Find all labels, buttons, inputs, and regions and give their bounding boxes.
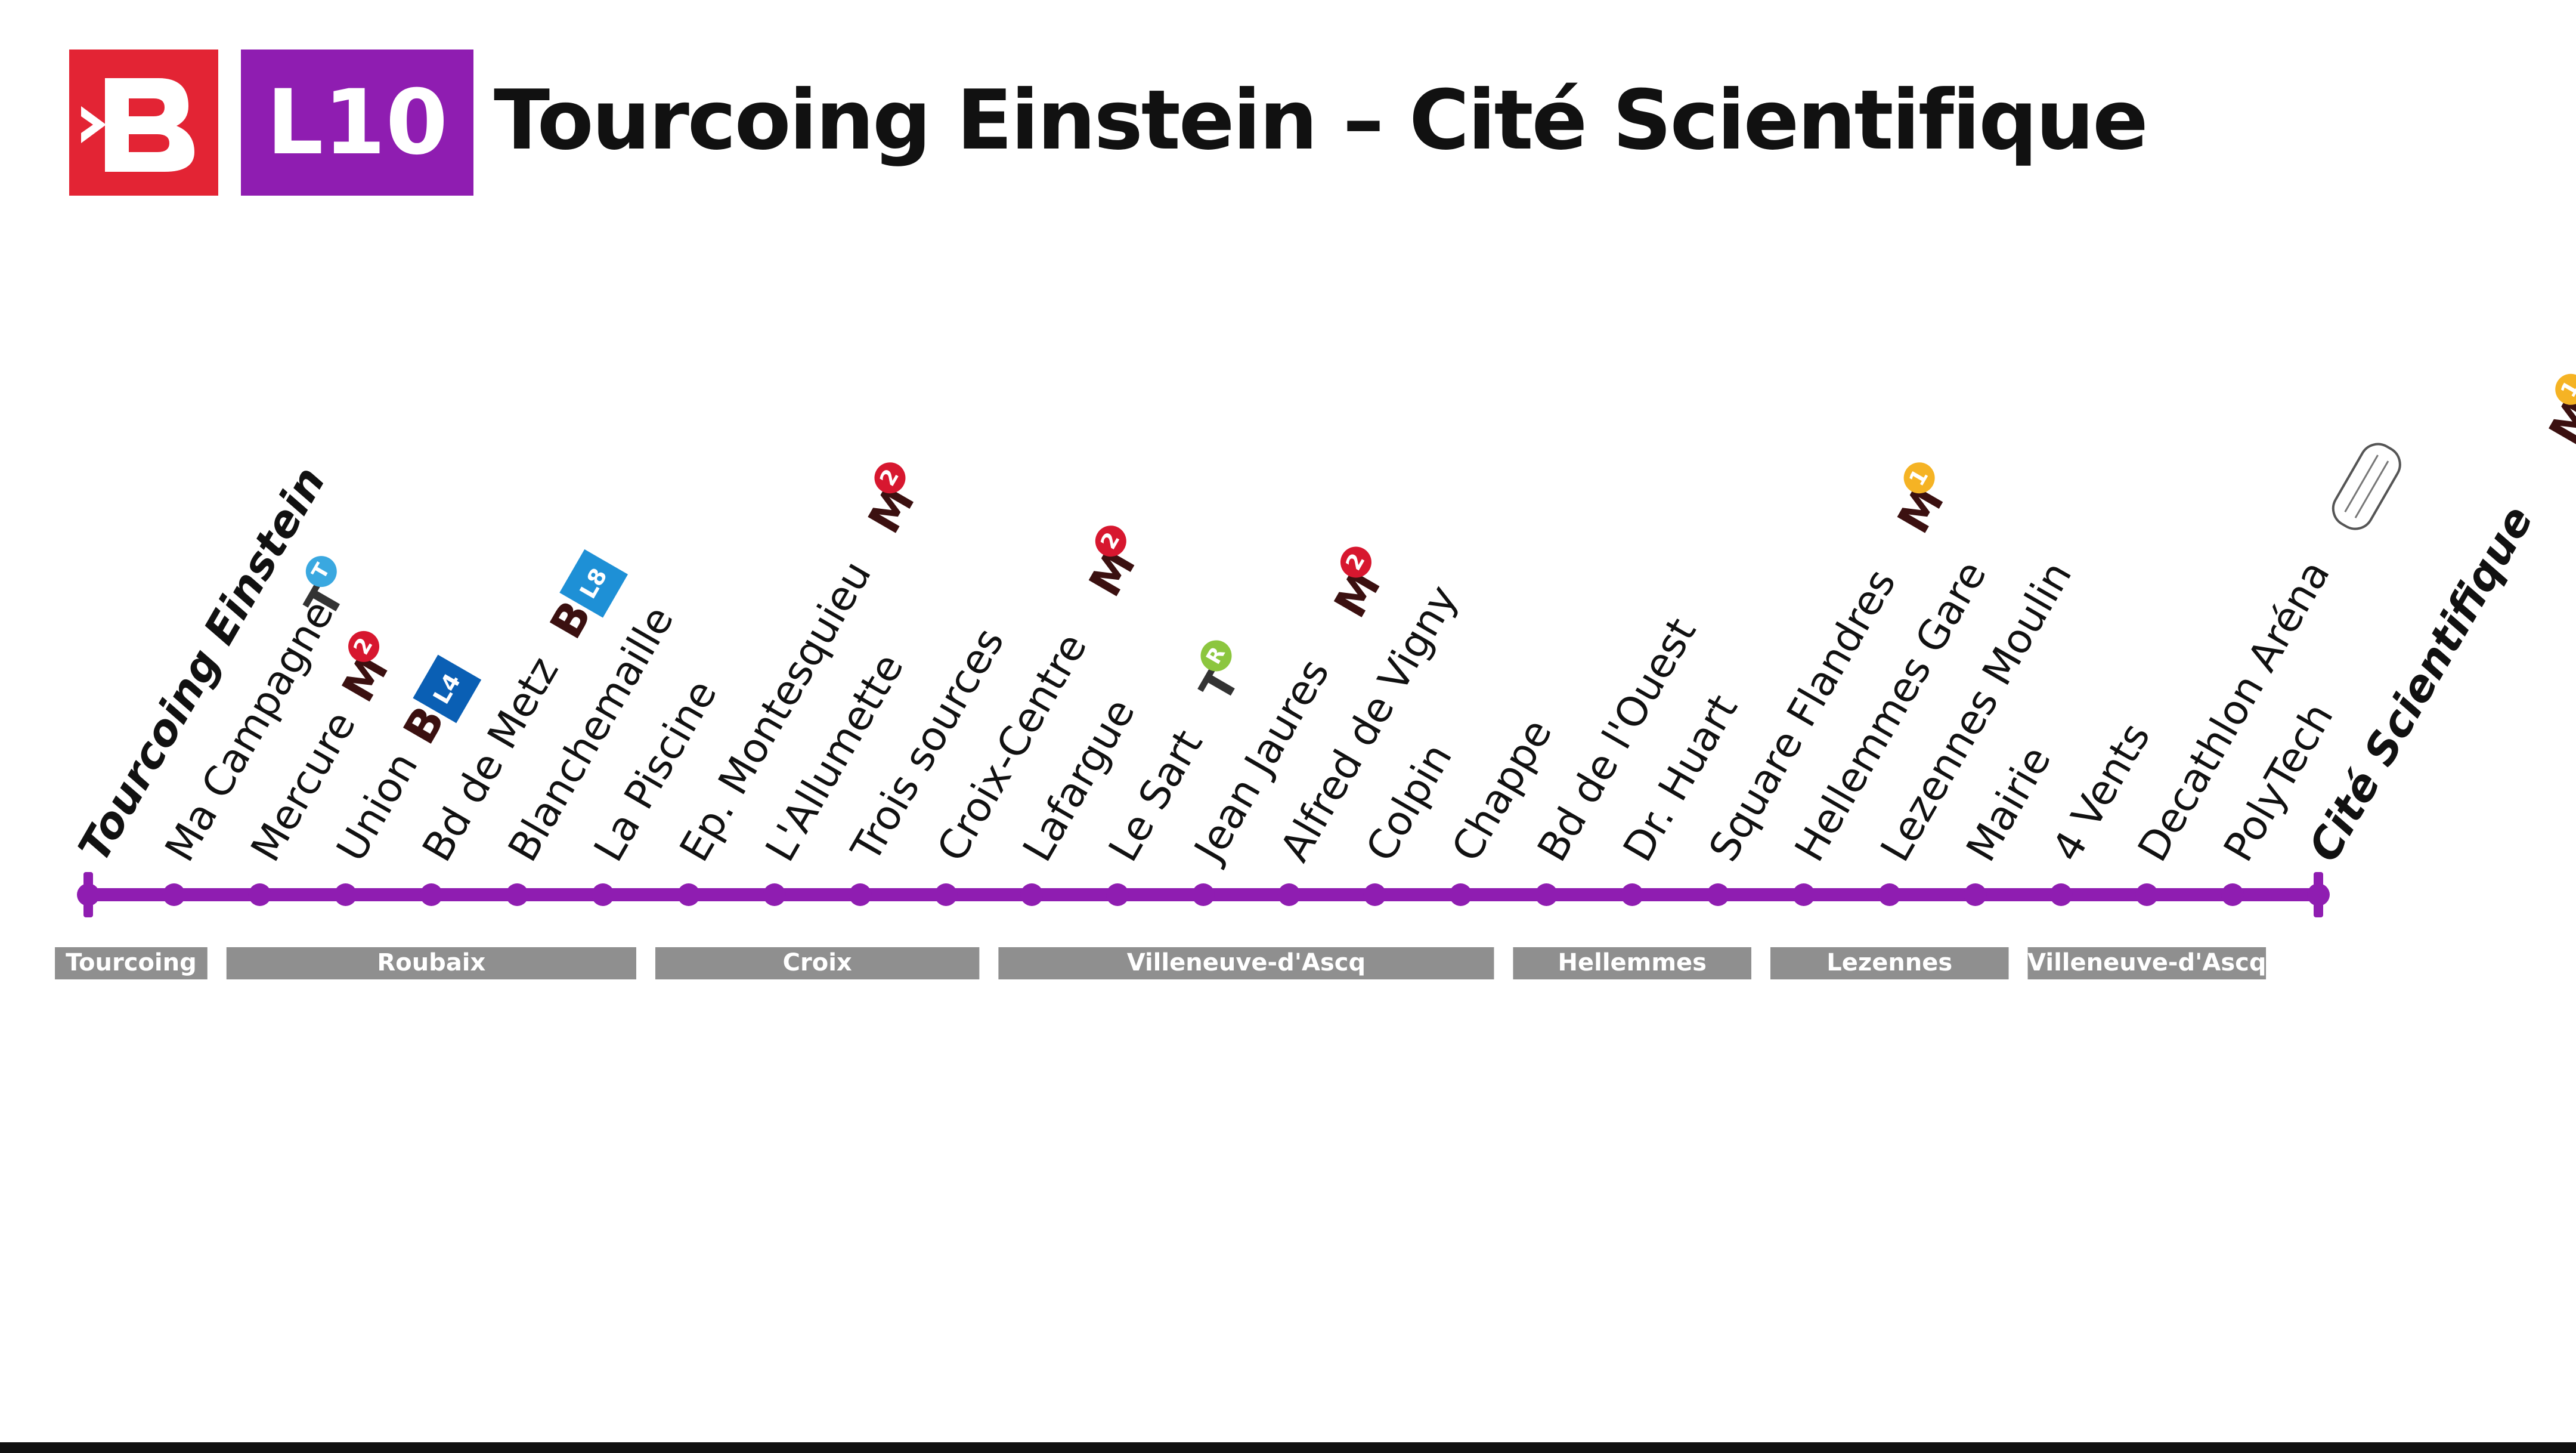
stop-dot (849, 883, 872, 906)
brand-logo-arrow (81, 106, 106, 143)
transfer-badge: M2 (859, 462, 925, 542)
zone-bar (998, 947, 1494, 979)
stop-dot (420, 883, 443, 906)
stop-dot (334, 883, 357, 906)
brand-logo-b-shape (105, 78, 194, 172)
stop-dot (1964, 883, 1987, 906)
stop-dot (2221, 883, 2244, 906)
zones-layer: Tourcoing Roubaix Croix Villeneuve-d'Ascq He… (55, 947, 2267, 979)
zone-label: Villeneuve-d'Ascq (1127, 949, 1366, 976)
zone-bar (55, 947, 208, 979)
bus-line-square-icon (559, 549, 628, 618)
stop-dot (506, 883, 529, 906)
transfer-badge: BL8 (540, 549, 628, 647)
zone-bar (226, 947, 636, 979)
zone-label: Roubaix (377, 949, 485, 976)
metro-line-circle-icon (874, 462, 906, 494)
stop-dot (1277, 883, 1301, 906)
stop-dot (1363, 883, 1386, 906)
zone-label: Villeneuve-d'Ascq (2027, 949, 2266, 976)
metro-line-circle-icon (1095, 525, 1126, 557)
metro-line-circle-icon (2555, 373, 2576, 405)
zone-bar (2027, 947, 2267, 979)
train-body-icon (2332, 443, 2401, 530)
metro-line-circle-icon (348, 630, 380, 662)
zone-label: Hellemmes (1558, 949, 1707, 976)
stop-dot (1106, 883, 1129, 906)
transfer-badge: BL4 (394, 654, 482, 753)
tram-line-circle-icon (1200, 640, 1232, 672)
stop-dot (934, 883, 958, 906)
stop-dot (1535, 883, 1558, 906)
transfer-badge: M1 (2540, 373, 2576, 453)
stop-dot (677, 883, 700, 906)
train-window-line-icon (2344, 455, 2379, 512)
stop-dot (763, 883, 786, 906)
stop-dot (1449, 883, 1472, 906)
bus-line-square-icon (413, 654, 482, 724)
bottom-border (0, 1442, 2576, 1453)
zone-bar (1513, 947, 1751, 979)
transfer-badge (2332, 443, 2401, 530)
stop-dot (248, 883, 271, 906)
stop-dot (1621, 883, 1644, 906)
zone-label: Tourcoing (66, 949, 197, 976)
tram-line-circle-icon (305, 556, 337, 588)
stop-dot (1792, 883, 1815, 906)
line-badge: L10 (241, 50, 473, 196)
zone-label: Croix (783, 949, 852, 976)
stop-dot (162, 883, 185, 906)
transfer-badge: M2 (332, 630, 399, 710)
stop-dot (1192, 883, 1215, 906)
stop-dot (1707, 883, 1730, 906)
stop-dot (1020, 883, 1044, 906)
transfer-badge: M2 (1324, 546, 1391, 626)
brand-logo (69, 50, 218, 196)
metro-line-circle-icon (1903, 462, 1935, 494)
zone-bar (655, 947, 980, 979)
stop-dot (592, 883, 615, 906)
stop-dot (2307, 883, 2330, 906)
transfer-badge: TR (1190, 640, 1250, 710)
stop-label: Cité Scientifique (2299, 497, 2543, 870)
zone-label: Lezennes (1826, 949, 1952, 976)
stop-label-group: Cité Scientifique M1 (2299, 373, 2576, 870)
stop-dot (1878, 883, 1901, 906)
train-icon (2332, 443, 2401, 530)
line-title: Tourcoing Einstein – Cité Scientifique (494, 72, 2148, 168)
metro-line-circle-icon (1340, 546, 1371, 578)
train-window-line-icon (2354, 460, 2389, 518)
stop-dot (2135, 883, 2159, 906)
stop-dot (2049, 883, 2073, 906)
zone-bar (1770, 947, 2009, 979)
stop-dot (77, 883, 100, 906)
line-number: L10 (266, 70, 448, 175)
ilevia-b-logo-icon (69, 50, 218, 196)
transfer-badge: M1 (1888, 462, 1954, 542)
transfer-badge: M2 (1079, 525, 1145, 605)
line-layer (77, 872, 2330, 917)
